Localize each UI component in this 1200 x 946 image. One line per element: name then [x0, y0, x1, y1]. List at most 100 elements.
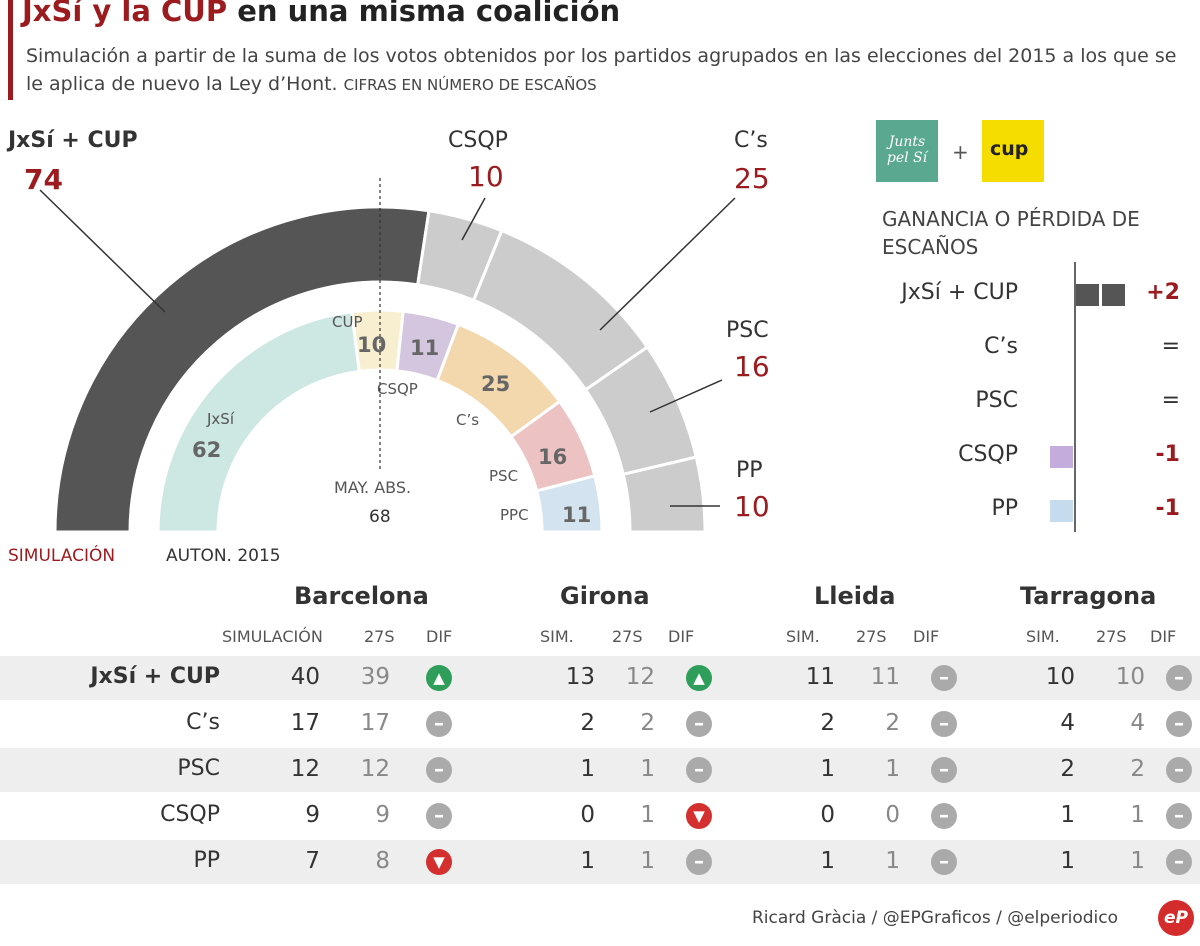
gain-label-0: JxSí + CUP — [901, 280, 1018, 305]
col-head-0-2: DIF — [426, 627, 453, 646]
province-2: Lleida — [814, 582, 896, 610]
inner-label-cup: CUP — [332, 313, 363, 331]
dif-eq-icon: – — [1166, 757, 1192, 783]
inner-value-cup: 10 — [357, 333, 387, 357]
table-row — [0, 656, 1200, 700]
gain-value-3: -1 — [1155, 442, 1180, 467]
gain-label-2: PSC — [975, 388, 1018, 413]
inner-value-cs: 25 — [481, 372, 511, 396]
s27-value: 1 — [885, 848, 900, 874]
inner-label-ppc: PPC — [500, 506, 529, 524]
outer-label-jxsi-cup: JxSí + CUP — [8, 128, 138, 153]
party-name-0: JxSí + CUP — [90, 664, 220, 689]
col-head-2-0: SIM. — [786, 627, 820, 646]
elperiodico-logo: eP — [1158, 900, 1194, 936]
leader-cs — [599, 197, 736, 331]
col-head-0-1: 27S — [364, 627, 395, 646]
dif-eq-icon: – — [1166, 665, 1192, 691]
outer-value-psc: 16 — [734, 350, 770, 383]
s27-value: 1 — [640, 848, 655, 874]
title-accent-bar — [8, 0, 13, 100]
leader-csqp — [461, 197, 486, 241]
gain-bar-3-0 — [1050, 446, 1073, 468]
inner-label-psc: PSC — [489, 467, 519, 485]
outer-ring-segment-0 — [53, 205, 431, 534]
s27-value: 1 — [1130, 802, 1145, 828]
sim-value: 1 — [1060, 848, 1075, 874]
leader-jxsi-cup — [39, 189, 166, 313]
dif-down-icon: ▼ — [686, 803, 712, 829]
outer-value-cs: 25 — [734, 162, 770, 195]
party-name-2: PSC — [177, 756, 220, 781]
party-name-4: PP — [193, 848, 220, 873]
col-head-0-0: SIMULACIÓN — [222, 627, 323, 646]
sim-value: 13 — [565, 664, 595, 690]
s27-value: 1 — [640, 802, 655, 828]
s27-value: 39 — [360, 664, 390, 690]
inner-value-jxsi: 62 — [192, 438, 222, 462]
outer-ring-segment-4 — [621, 455, 707, 534]
outer-ring — [53, 205, 707, 534]
dif-eq-icon: – — [426, 711, 452, 737]
leader-lines — [39, 178, 736, 507]
legend-auton-2015: AUTON. 2015 — [166, 546, 281, 566]
title-rest: en una misma coalición — [227, 0, 621, 28]
table-row — [0, 840, 1200, 884]
outer-value-jxsi-cup: 74 — [24, 163, 63, 196]
junts-pel-si-logo: Junts pel Sí — [876, 120, 938, 182]
sim-value: 1 — [820, 848, 835, 874]
s27-value: 9 — [375, 802, 390, 828]
sim-value: 17 — [290, 710, 320, 736]
majority-label: MAY. ABS. — [334, 478, 412, 497]
dif-eq-icon: – — [686, 711, 712, 737]
page-title: JxSí y la CUP en una misma coalición — [22, 0, 620, 28]
col-head-1-2: DIF — [668, 627, 695, 646]
sim-value: 1 — [1060, 802, 1075, 828]
gain-bar-0-1 — [1102, 284, 1125, 306]
party-name-3: CSQP — [160, 802, 220, 827]
col-head-3-2: DIF — [1150, 627, 1177, 646]
gain-value-2: = — [1161, 388, 1180, 413]
inner-ring-segment-5 — [534, 473, 604, 534]
sim-value: 2 — [580, 710, 595, 736]
outer-label-csqp: CSQP — [448, 128, 508, 153]
outer-label-pp: PP — [736, 458, 763, 483]
parliament-chart — [39, 178, 736, 534]
s27-value: 12 — [625, 664, 655, 690]
dif-eq-icon: – — [931, 849, 957, 875]
s27-value: 17 — [360, 710, 390, 736]
dif-eq-icon: – — [931, 757, 957, 783]
dif-eq-icon: – — [1166, 711, 1192, 737]
s27-value: 12 — [360, 756, 390, 782]
gain-bar-4-0 — [1050, 500, 1073, 522]
sim-value: 7 — [305, 848, 320, 874]
plus-sign: + — [952, 140, 969, 164]
gain-label-3: CSQP — [958, 442, 1018, 467]
sim-value: 0 — [820, 802, 835, 828]
col-head-3-1: 27S — [1096, 627, 1127, 646]
dif-up-icon: ▲ — [686, 665, 712, 691]
subtitle: Simulación a partir de la suma de los vo… — [26, 42, 1196, 99]
dif-eq-icon: – — [931, 665, 957, 691]
col-head-2-1: 27S — [856, 627, 887, 646]
gain-value-4: -1 — [1155, 496, 1180, 521]
gain-title: GANANCIA O PÉRDIDA DE ESCAÑOS — [882, 207, 1140, 259]
s27-value: 1 — [1130, 848, 1145, 874]
dif-eq-icon: – — [686, 757, 712, 783]
legend-simulacion: SIMULACIÓN — [8, 546, 116, 566]
outer-label-psc: PSC — [726, 318, 769, 343]
col-head-3-0: SIM. — [1026, 627, 1060, 646]
col-head-1-1: 27S — [612, 627, 643, 646]
gain-label-4: PP — [991, 496, 1018, 521]
s27-value: 10 — [1115, 664, 1145, 690]
sim-value: 11 — [805, 664, 835, 690]
inner-ring — [156, 308, 604, 534]
dif-up-icon: ▲ — [426, 665, 452, 691]
dif-down-icon: ▼ — [426, 849, 452, 875]
sim-value: 9 — [305, 802, 320, 828]
s27-value: 2 — [885, 710, 900, 736]
party-name-1: C’s — [186, 710, 220, 735]
sim-value: 1 — [580, 756, 595, 782]
inner-value-ppc: 11 — [562, 503, 592, 527]
dif-eq-icon: – — [931, 711, 957, 737]
